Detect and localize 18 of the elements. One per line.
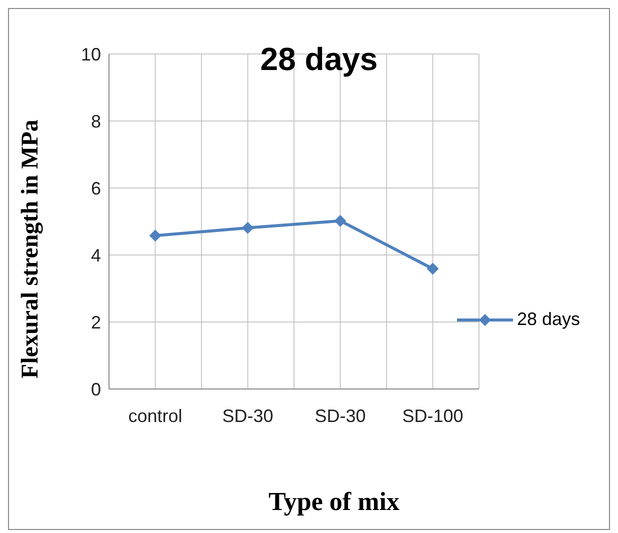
x-tick-label: SD-30	[222, 406, 274, 426]
x-tick-label: SD-100	[402, 406, 464, 426]
chart-title: 28 days	[259, 40, 379, 78]
y-tick-label: 10	[80, 44, 101, 64]
x-axis-title: Type of mix	[268, 487, 400, 517]
point	[242, 222, 254, 234]
y-tick-label: 4	[90, 245, 101, 266]
y-axis-title: Flexural strength in MPa	[18, 120, 44, 378]
x-tick-label: SD-30	[314, 406, 366, 426]
point	[426, 262, 439, 275]
point	[149, 230, 162, 242]
x-tick-label: control	[128, 406, 182, 426]
y-tick-label: 6	[90, 178, 101, 198]
point	[334, 214, 346, 227]
legend-label: 28 days	[517, 309, 580, 330]
y-tick-label: 0	[90, 379, 101, 400]
y-tick-label: 2	[90, 312, 101, 332]
y-tick-label: 8	[90, 111, 101, 132]
